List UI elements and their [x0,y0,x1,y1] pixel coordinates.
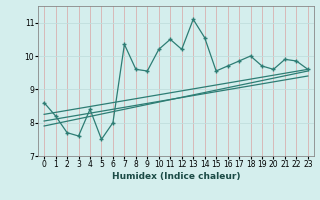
X-axis label: Humidex (Indice chaleur): Humidex (Indice chaleur) [112,172,240,181]
